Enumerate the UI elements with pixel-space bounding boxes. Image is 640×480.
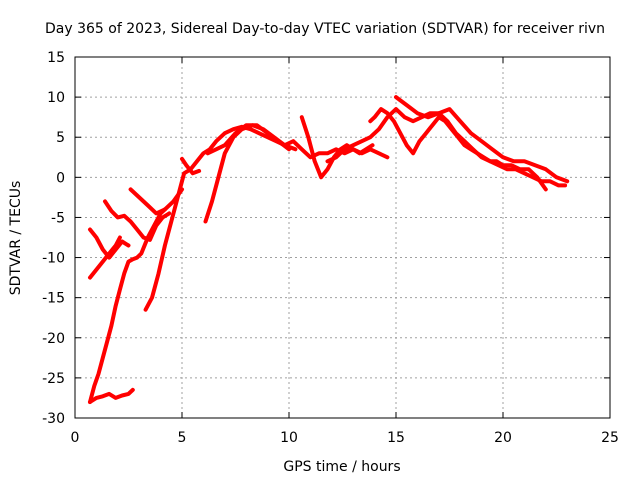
series-line-arc-3 — [88, 227, 131, 260]
y-tick-label: 10 — [47, 90, 65, 106]
chart-title: Day 365 of 2023, Sidereal Day-to-day VTE… — [45, 21, 605, 37]
y-tick-label: 0 — [56, 170, 65, 186]
y-tick-label: 15 — [47, 50, 65, 66]
series-line-arc-1 — [88, 207, 167, 404]
x-tick-label: 15 — [387, 430, 405, 446]
y-tick-label: -25 — [42, 371, 65, 387]
y-axis-label: SDTVAR / TECUs — [8, 181, 24, 296]
grid — [75, 57, 610, 418]
y-tick-label: -10 — [42, 251, 65, 267]
series-line-arc-6 — [128, 187, 184, 216]
plot-frame — [74, 56, 611, 419]
series-line-arc-14 — [394, 95, 570, 184]
axis-ticks: 0 5 10 15 20 25 -30 -25 -20 -15 -10 -5 0 5 10 15 — [42, 50, 619, 446]
series-line-arc-2 — [88, 387, 135, 404]
series-line-arc-8 — [180, 156, 202, 176]
x-tick-label: 10 — [280, 430, 298, 446]
series-line-arc-4 — [88, 235, 122, 280]
series-line-arc-10 — [205, 123, 291, 156]
x-tick-label: 20 — [494, 430, 512, 446]
x-tick-label: 25 — [601, 430, 619, 446]
y-tick-label: 5 — [56, 130, 65, 146]
x-tick-label: 0 — [71, 430, 80, 446]
x-axis-label: GPS time / hours — [283, 459, 400, 475]
series-line-arc-11 — [299, 115, 375, 180]
x-tick-label: 5 — [178, 430, 187, 446]
series-line-arc-13 — [368, 107, 548, 192]
y-tick-label: -20 — [42, 331, 65, 347]
y-tick-label: -30 — [42, 411, 65, 427]
data-series — [88, 95, 570, 404]
y-tick-label: -15 — [42, 291, 65, 307]
y-tick-label: -5 — [51, 210, 65, 226]
series-line-arc-5 — [103, 199, 172, 242]
